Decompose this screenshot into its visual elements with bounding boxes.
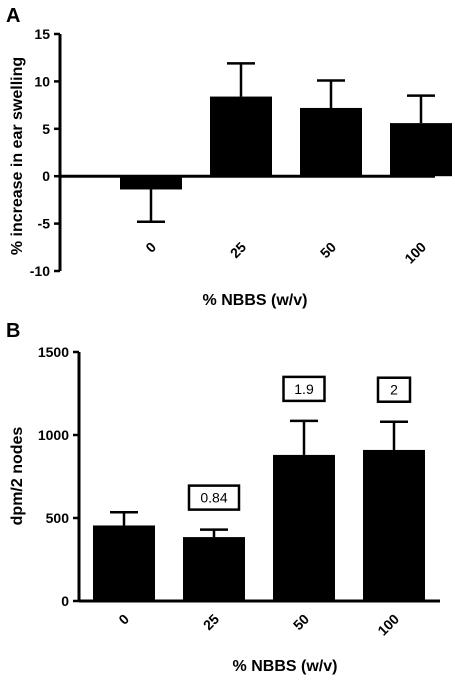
panel-b-x-tick-label: 50 xyxy=(290,611,312,633)
panel-a-bar xyxy=(210,96,272,177)
panel-b-y-tick-label: 0 xyxy=(61,593,69,609)
panel-b-chart: B dpm/2 nodes % NBBS (w/v) 0500100015000… xyxy=(6,320,440,675)
panel-b-y-axis-title: dpm/2 nodes xyxy=(9,427,26,526)
panel-a-bar xyxy=(300,107,362,177)
panel-a-chart: A % increase in ear swelling % NBBS (w/v… xyxy=(6,5,452,309)
panel-a-x-tick-label: 25 xyxy=(227,239,249,261)
panel-b-annotation-box xyxy=(376,376,412,403)
panel-b-bar xyxy=(183,537,245,601)
panel-a-plot-area: -10 -5 0 5 10 15 0 25 50 100 xyxy=(30,26,452,279)
panel-b-annotation-box xyxy=(187,484,241,511)
panel-b-y-tick-label: 1000 xyxy=(38,427,69,443)
panel-a-x-tick-label: 50 xyxy=(317,239,339,261)
panel-b-x-tick-label: 100 xyxy=(374,611,402,639)
panel-b-x-tick-label: 25 xyxy=(200,611,222,633)
panel-a-letter: A xyxy=(6,5,20,27)
panel-a-y-tick-label: -10 xyxy=(30,263,50,279)
panel-b-annotation-box xyxy=(282,375,326,403)
panel-b-annotation-label: 0.84 xyxy=(200,490,227,506)
panel-b-y-tick-label: 500 xyxy=(46,510,70,526)
panel-a-y-tick-label: 5 xyxy=(42,121,50,137)
panel-a-y-tick-label: 15 xyxy=(34,26,50,42)
panel-b-x-tick-label: 0 xyxy=(115,611,132,628)
panel-b-y-tick-label: 1500 xyxy=(38,344,69,360)
panel-a-bar xyxy=(390,123,452,177)
panel-b-bar xyxy=(363,449,425,601)
panel-a-y-tick-label: 0 xyxy=(42,168,50,184)
panel-a-x-axis-title: % NBBS (w/v) xyxy=(203,292,308,309)
panel-b-annotation-label: 2 xyxy=(390,382,398,398)
panel-a-y-axis-title: % increase in ear swelling xyxy=(9,57,26,255)
panel-a-x-tick-label: 100 xyxy=(401,239,429,267)
panel-a-y-tick-label: -5 xyxy=(38,216,51,232)
panel-b-x-axis-title: % NBBS (w/v) xyxy=(233,658,338,675)
panel-b-bar xyxy=(273,454,335,601)
panel-b-annotation-label: 1.9 xyxy=(294,381,314,397)
panel-a-bar xyxy=(120,176,182,190)
panel-b-letter: B xyxy=(6,320,20,342)
panel-a-x-tick-label: 0 xyxy=(142,239,159,256)
panel-a-y-tick-label: 10 xyxy=(34,73,50,89)
panel-b-plot-area: 0 500 1000 1500 0 25 0.84 50 1.9 100 2 xyxy=(38,344,440,639)
panel-b-bar xyxy=(93,525,155,601)
